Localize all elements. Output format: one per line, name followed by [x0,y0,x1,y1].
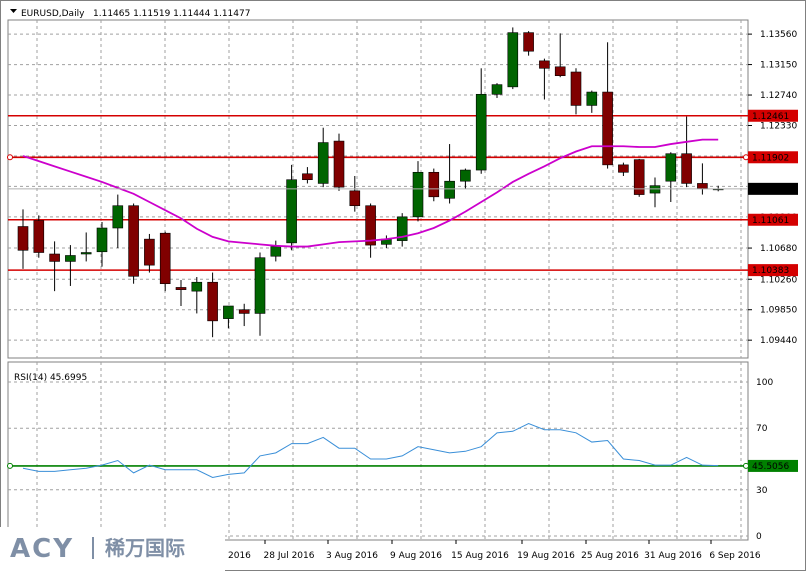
candle-body [460,169,471,182]
level-price-tag [748,151,798,164]
symbol-label: EURUSD,Daily [21,9,85,19]
level-price-tag [748,213,798,226]
level-anchor-right [743,154,749,161]
candle-body [270,246,282,257]
logo-chinese-text: 稀万国际 [105,536,185,560]
rsi-level-anchor-left [7,462,13,469]
candle-body [681,153,692,184]
candle-body [302,173,313,181]
level-anchor-left [7,154,13,161]
price-tick-label: 1.12330 [760,121,797,131]
candle-body [33,220,45,253]
candle-body [17,226,29,251]
logo-brand-text: ACY [10,534,74,564]
candle-body [697,183,708,189]
candle-body [207,281,218,322]
candle-body [586,91,598,106]
header-dropdown-icon[interactable] [10,9,17,13]
level-label: 1.12461 [752,112,789,122]
candle-body [333,140,345,188]
candle-body [491,84,503,95]
level-label: 1.10383 [752,266,789,276]
level-price-tag [748,109,798,122]
current-price-label: 1.11477 [754,185,791,195]
candle-body [428,171,440,198]
x-tick-label: 15 Aug 2016 [451,551,509,561]
rsi-tick-label: 100 [756,378,773,388]
candle-body [365,205,376,246]
candle-body [444,180,455,199]
x-tick-label: 6 Sep 2016 [709,551,761,561]
price-tick-label: 1.09850 [760,306,797,316]
candle-body [633,159,645,195]
candle-body [175,287,187,290]
candle-body [159,232,171,285]
acy-logo: ACY 稀万国际 [0,527,225,571]
price-tick-label: 1.13560 [760,30,797,40]
candle-body [396,216,408,241]
current-price-tag [748,182,798,195]
candle-body [223,305,234,319]
rsi-tick-label: 30 [756,486,768,496]
rsi-label: RSI(14) 45.6995 [14,373,87,383]
price-tick-label: 1.13150 [760,61,797,71]
candle-body [238,309,250,314]
candle-body [507,32,519,88]
candle-body [618,164,629,173]
x-tick-label: 3 Aug 2016 [326,551,378,561]
candle-body [128,205,139,277]
price-tick-label: 1.10680 [760,244,797,254]
x-tick-label: 19 Aug 2016 [517,551,575,561]
candle-body [144,238,155,266]
x-tick-label: 31 Aug 2016 [644,551,702,561]
candle-body [286,179,297,244]
x-axis: 28 Jul 2016 3 Aug 2016 9 Aug 2016 15 Aug 20… [228,540,761,561]
price-tick-label: 1.09440 [760,336,797,346]
level-label: 1.11061 [752,216,789,226]
x-tick-label: 9 Aug 2016 [390,551,442,561]
candle-body [649,185,661,194]
rsi-tick-label: 70 [756,424,768,434]
candle-body [523,32,534,52]
ohlc-values: 1.11465 1.11519 1.11444 1.11477 [93,9,250,19]
level-price-tag [748,264,798,277]
price-panel: 1.135601.131501.127401.123301.119201.115… [7,19,798,359]
rsi-tick-label: 0 [756,532,762,542]
candle-body [475,93,487,171]
level-label: 1.11902 [752,153,789,163]
candle-body [539,60,550,69]
price-tick-label: 1.12740 [760,91,797,101]
rsi-panel-border [7,361,749,541]
candle-body [254,257,266,314]
x-tick-label-partial: 2016 [228,551,251,561]
candle-body [191,281,203,292]
candle-body [349,190,361,207]
candle-body [665,153,677,182]
chart-header: EURUSD,Daily 1.11465 1.11519 1.11444 1.1… [10,9,250,19]
candle-body [412,171,424,218]
candle-body [96,227,108,253]
candle-body [602,91,613,166]
rsi-level-label: 45.5056 [752,462,789,472]
candle-body [65,255,76,262]
moving-average-line [22,138,719,248]
x-tick-label: 25 Aug 2016 [581,551,639,561]
rsi-panel: 100 70 30 0 45.5056 [7,361,798,542]
price-tick-label: 1.10260 [760,275,797,285]
candle-body [317,142,329,184]
x-tick-label: 28 Jul 2016 [264,551,315,561]
candle-body [112,205,124,229]
logo-divider [92,537,94,559]
rsi-line [22,423,719,479]
candle-body [80,252,92,255]
rsi-level-tag [748,459,798,472]
candle-body [49,253,60,262]
rsi-level-anchor-right [743,462,749,469]
candle-body [554,66,566,77]
candle-body [570,71,582,106]
